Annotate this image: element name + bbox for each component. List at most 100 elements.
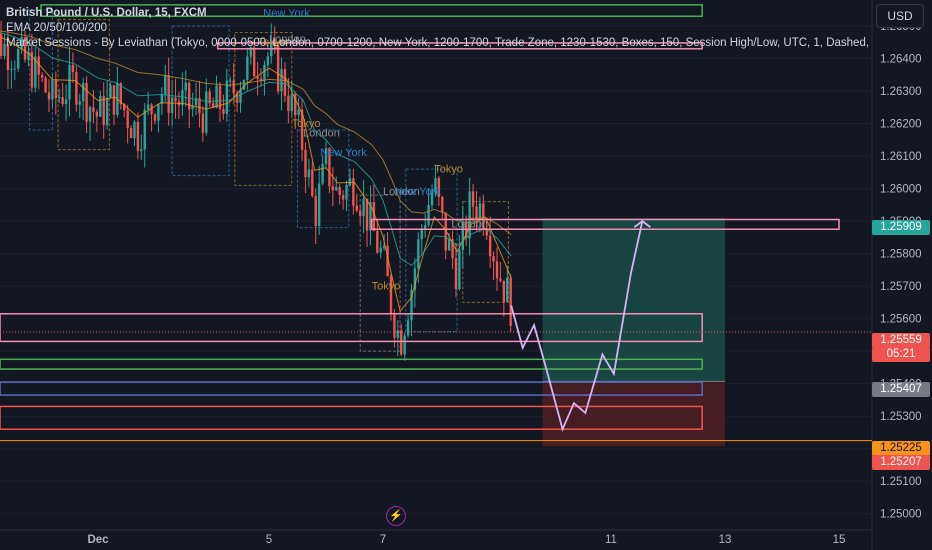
candle-body: [461, 221, 464, 250]
blue-box: [0, 381, 703, 396]
candle-body: [143, 109, 146, 150]
y-tick-label: 1.25000: [880, 509, 922, 521]
candle-body: [444, 212, 447, 251]
candle-body: [211, 103, 215, 108]
candle-body: [423, 225, 427, 230]
candle-body: [6, 44, 10, 71]
x-tick-label: Dec: [87, 534, 109, 546]
candle-body: [475, 206, 478, 221]
candle-body: [478, 203, 482, 221]
session-box: [57, 19, 110, 151]
session-label: New York: [320, 147, 367, 159]
candle-body: [150, 104, 153, 115]
candle-body: [188, 82, 191, 110]
candle-body: [78, 101, 81, 105]
entry-price-label: 1.25407: [872, 382, 930, 397]
candle-body: [488, 235, 492, 257]
y-tick-label: 1.26300: [880, 86, 922, 98]
y-tick-label: 1.25100: [880, 476, 922, 488]
candle-body: [362, 198, 365, 217]
candle-body: [410, 290, 413, 321]
currency-button[interactable]: USD: [876, 4, 924, 28]
target-price-label: 1.25909: [872, 220, 930, 235]
candle-body: [64, 99, 68, 105]
candle-body: [30, 51, 34, 88]
candle-body: [136, 121, 140, 152]
candle-body: [454, 258, 458, 289]
y-tick-label: 1.25700: [880, 281, 922, 293]
candle-body: [129, 128, 133, 139]
red-box: [0, 405, 703, 430]
candle-body: [355, 205, 358, 211]
candle-body: [300, 109, 304, 150]
candle-body: [359, 210, 362, 217]
session-label: Tokyo: [292, 118, 321, 130]
candle-body: [379, 247, 382, 253]
y-tick-label: 1.26000: [880, 184, 922, 196]
candle-body: [259, 78, 263, 82]
candle-body: [157, 104, 160, 121]
candle-body: [112, 85, 116, 115]
candle-body: [88, 107, 92, 122]
y-tick-label: 1.26200: [880, 119, 922, 131]
pink-box: [216, 42, 703, 50]
candle-body: [393, 314, 396, 338]
projection-path: [510, 220, 644, 432]
session-label: London: [383, 186, 420, 198]
candle-body: [403, 335, 406, 355]
symbol-title: British Pound / U.S. Dollar, 15, FXCM: [6, 7, 207, 19]
candle-body: [123, 104, 126, 111]
candle-body: [58, 97, 61, 99]
candle-body: [369, 202, 372, 231]
candle-body: [75, 71, 78, 105]
candle-body: [164, 75, 167, 95]
candle-body: [198, 98, 201, 114]
target-zone: [542, 218, 725, 382]
candle-body: [482, 203, 485, 229]
candle-body: [420, 229, 423, 240]
session-box: [359, 194, 401, 352]
session-label: New York: [394, 186, 441, 198]
candle-body: [232, 80, 235, 94]
pink-box: [0, 313, 703, 343]
candle-body: [99, 95, 102, 117]
candle-body: [71, 64, 75, 72]
y-tick-label: 1.26400: [880, 54, 922, 66]
candle-body: [458, 249, 461, 289]
candle-body: [427, 205, 430, 226]
candle-body: [307, 169, 311, 178]
candle-body: [229, 80, 232, 82]
candle-body: [194, 98, 198, 106]
candle-body: [311, 169, 314, 196]
candle-body: [314, 195, 317, 227]
candle-body: [249, 47, 252, 57]
candle-body: [317, 183, 321, 227]
candle-body: [400, 330, 403, 355]
candle-body: [10, 69, 13, 71]
y-tick-label: 1.25300: [880, 411, 922, 423]
candle-body: [174, 97, 177, 102]
green-box: [0, 358, 703, 370]
candle-body: [160, 94, 164, 105]
candle-body: [413, 268, 417, 291]
candle-body: [242, 79, 246, 90]
current-price-label: 1.25559: [872, 333, 930, 348]
candle-body: [297, 109, 300, 116]
candle-body: [468, 191, 471, 239]
candle-body: [304, 149, 307, 178]
candle-body: [85, 83, 88, 122]
candle-body: [437, 178, 441, 198]
y-tick-label: 1.25800: [880, 249, 922, 261]
candle-body: [324, 148, 328, 164]
candle-body: [417, 239, 420, 269]
lightning-icon[interactable]: ⚡: [386, 506, 406, 526]
session-label: London: [451, 219, 488, 231]
candle-body: [20, 37, 23, 50]
session-label: London: [269, 33, 306, 45]
candle-body: [37, 56, 40, 75]
candle-body: [13, 68, 16, 70]
session-label: New York: [263, 7, 310, 19]
y-tick-label: 1.25600: [880, 314, 922, 326]
